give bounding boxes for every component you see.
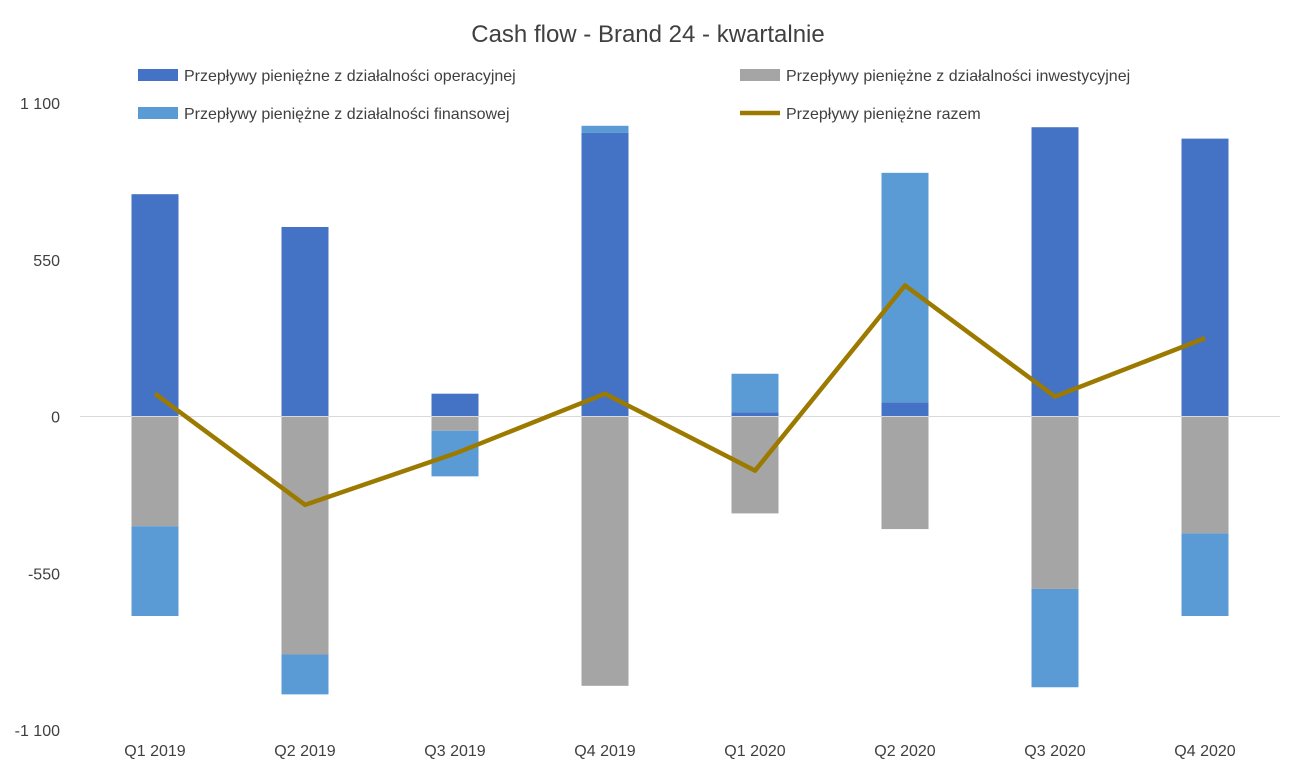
total-cash-flow-line <box>153 283 1206 508</box>
total-line-layer <box>153 283 1206 508</box>
y-tick-label: -1 100 <box>15 723 60 740</box>
bar-2-q2-2020 <box>881 416 929 530</box>
legend-label: Przepływy pieniężne razem <box>786 106 981 123</box>
bar-3-q1-2020 <box>731 373 779 413</box>
x-tick-label: Q1 2020 <box>724 743 785 760</box>
bar-2-q4-2019 <box>581 416 629 686</box>
x-tick-label: Q2 2020 <box>874 743 935 760</box>
bar-2-q4-2020 <box>1181 416 1229 534</box>
x-tick-label: Q4 2020 <box>1174 743 1235 760</box>
x-tick-label: Q4 2019 <box>574 743 635 760</box>
x-tick-label: Q3 2020 <box>1024 743 1085 760</box>
x-axis: Q1 2019 Q2 2019 Q3 2019 Q4 2019 Q1 2020 Q2 20… <box>124 743 1235 760</box>
bars-layer <box>131 125 1229 695</box>
x-tick-label: Q3 2019 <box>424 743 485 760</box>
legend-swatch <box>138 69 178 81</box>
x-tick-label: Q1 2019 <box>124 743 185 760</box>
bar-1-q3-2020 <box>1031 127 1079 417</box>
bar-1-q2-2019 <box>281 226 329 417</box>
bar-3-q4-2020 <box>1181 533 1229 616</box>
bar-1-q3-2019 <box>431 393 479 417</box>
legend-label: Przepływy pieniężne z działalności opera… <box>184 68 516 85</box>
bar-1-q4-2020 <box>1181 138 1229 417</box>
bar-3-q3-2020 <box>1031 588 1079 688</box>
y-tick-label: 0 <box>51 410 60 427</box>
bar-2-q3-2019 <box>431 416 479 431</box>
y-axis: 1 100 550 0 -550 -1 100 <box>15 96 60 740</box>
x-tick-label: Q2 2019 <box>274 743 335 760</box>
bar-1-q2-2020 <box>881 402 929 417</box>
legend-label: Przepływy pieniężne z działalności inwes… <box>786 68 1130 85</box>
bar-3-q2-2019 <box>281 654 329 695</box>
y-tick-label: 1 100 <box>20 96 60 113</box>
bar-2-q1-2019 <box>131 416 179 527</box>
bar-2-q3-2020 <box>1031 416 1079 589</box>
bar-1-q4-2019 <box>581 132 629 417</box>
legend-swatch <box>138 107 178 119</box>
y-tick-label: 550 <box>33 253 60 270</box>
chart-title: Cash flow - Brand 24 - kwartalnie <box>471 21 824 48</box>
bar-2-q1-2020 <box>731 416 779 514</box>
bar-3-q1-2019 <box>131 526 179 616</box>
legend-swatch <box>740 69 780 81</box>
bar-1-q1-2019 <box>131 194 179 417</box>
y-tick-label: -550 <box>28 566 60 583</box>
bar-2-q2-2019 <box>281 416 329 655</box>
legend: Przepływy pieniężne z działalności opera… <box>138 68 1130 123</box>
bar-3-q4-2019 <box>581 125 629 133</box>
bar-1-q1-2020 <box>731 412 779 417</box>
legend-label: Przepływy pieniężne z działalności finan… <box>184 106 510 123</box>
